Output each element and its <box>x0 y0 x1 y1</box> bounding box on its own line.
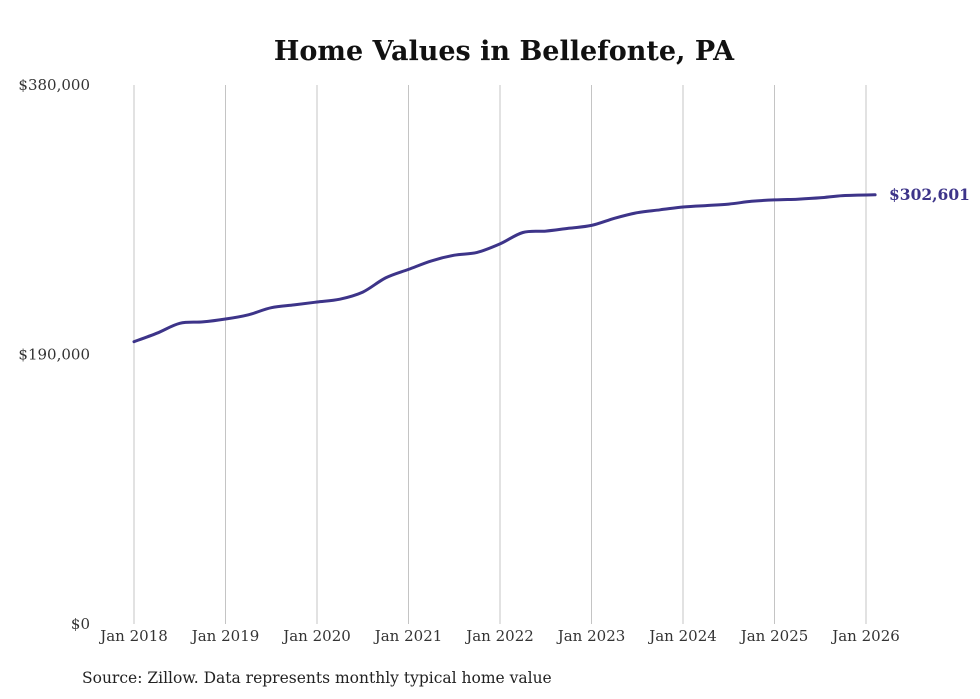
x-tick-label: Jan 2025 <box>739 627 809 645</box>
x-tick-label: Jan 2020 <box>281 627 351 645</box>
x-tick-label: Jan 2026 <box>830 627 900 645</box>
x-tick-label: Jan 2024 <box>647 627 717 645</box>
y-tick-label: $380,000 <box>18 76 90 94</box>
x-tick-label: Jan 2019 <box>190 627 260 645</box>
y-axis-ticks: $0 $190,000 $380,000 <box>18 76 90 633</box>
x-tick-label: Jan 2018 <box>98 627 168 645</box>
gridlines <box>133 85 867 624</box>
y-tick-label: $190,000 <box>18 346 90 364</box>
x-tick-label: Jan 2023 <box>556 627 626 645</box>
chart-title: Home Values in Bellefonte, PA <box>274 36 735 67</box>
x-tick-label: Jan 2021 <box>373 627 443 645</box>
y-tick-label: $0 <box>71 615 90 633</box>
series-line-0 <box>132 193 877 344</box>
x-axis-ticks: Jan 2018 Jan 2019 Jan 2020 Jan 2021 Jan 2022… <box>98 627 900 645</box>
series-lines <box>132 193 877 344</box>
source-note: Source: Zillow. Data represents monthly … <box>82 669 552 687</box>
x-tick-label: Jan 2022 <box>464 627 534 645</box>
end-value-label: $302,601 <box>889 185 970 204</box>
